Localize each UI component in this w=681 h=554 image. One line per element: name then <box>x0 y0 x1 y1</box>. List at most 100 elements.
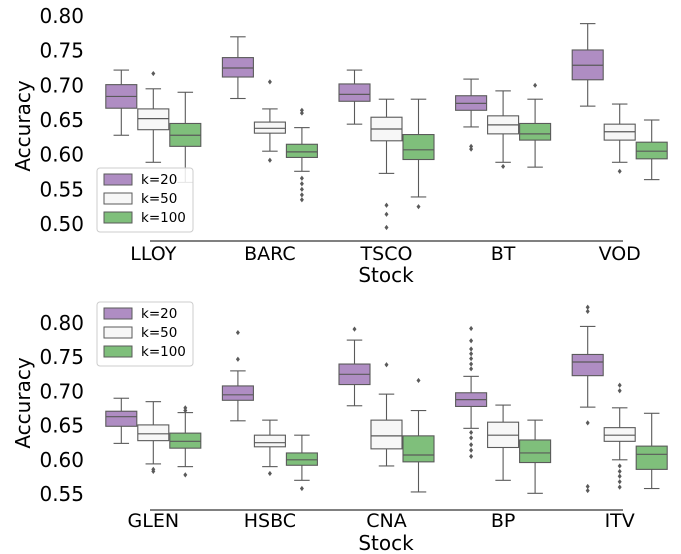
outlier-point <box>469 435 474 441</box>
outlier-point <box>617 479 622 485</box>
outlier-point <box>416 377 421 384</box>
box <box>519 439 552 464</box>
outlier-point <box>469 366 474 372</box>
legend-label: k=20 <box>141 306 177 322</box>
outlier-point <box>469 146 474 152</box>
box <box>253 434 286 448</box>
outlier-point <box>151 70 156 77</box>
box <box>253 121 286 134</box>
outlier-point <box>469 429 474 436</box>
box <box>635 141 668 160</box>
y-tick-label: 0.70 <box>39 379 84 403</box>
outlier-point <box>299 186 304 192</box>
x-tick-label: BARC <box>244 243 296 265</box>
outlier-point <box>469 346 474 352</box>
outlier-point <box>183 407 188 414</box>
x-tick-label: VOD <box>599 243 641 265</box>
x-tick-label: HSBC <box>244 510 296 532</box>
box <box>169 432 202 449</box>
accuracy-boxplot-bottom: Accuracy Stock 0.55 0.60 0.65 0.70 0.75 0.80 G… <box>11 301 668 554</box>
y-tick-label: 0.60 <box>39 448 84 472</box>
y-axis-label: Accuracy <box>11 357 35 448</box>
outlier-point <box>299 110 304 116</box>
outlier-point <box>299 192 304 198</box>
outlier-point <box>585 308 590 314</box>
y-tick-label: 0.65 <box>39 108 84 132</box>
legend-label: k=100 <box>141 210 186 226</box>
outlier-point <box>617 473 622 479</box>
y-tick-label: 0.50 <box>39 212 84 236</box>
outlier-point <box>183 405 188 411</box>
x-tick-label: BT <box>491 243 516 265</box>
outlier-point <box>469 338 474 344</box>
y-tick-label: 0.70 <box>39 73 84 97</box>
legend-swatch <box>103 345 133 358</box>
outlier-point <box>617 382 622 388</box>
outlier-point <box>267 157 272 163</box>
box <box>137 108 170 131</box>
y-tick-label: 0.75 <box>39 345 84 369</box>
box <box>338 83 371 102</box>
x-axis-label: Stock <box>358 531 414 554</box>
box <box>603 427 636 442</box>
outlier-point <box>384 202 389 208</box>
box <box>402 134 435 161</box>
legend-label: k=20 <box>141 172 177 188</box>
y-tick-label: 0.60 <box>39 143 84 167</box>
outlier-point <box>585 304 590 310</box>
legend: k=20 k=50 k=100 <box>96 167 194 233</box>
outlier-point <box>469 447 474 453</box>
x-tick-label: CNA <box>366 510 406 532</box>
outlier-point <box>352 326 357 332</box>
outlier-point <box>617 484 622 490</box>
y-tick-label: 0.80 <box>39 4 84 28</box>
x-axis-label: Stock <box>358 263 414 287</box>
y-tick-label: 0.65 <box>39 414 84 438</box>
outlier-point <box>469 355 474 362</box>
outlier-point <box>384 211 389 217</box>
legend-label: k=50 <box>141 325 177 341</box>
y-axis-label: Accuracy <box>11 80 35 171</box>
outlier-point <box>469 351 474 357</box>
legend: k=20 k=50 k=100 <box>96 301 194 367</box>
box <box>105 410 138 427</box>
y-tick-label: 0.55 <box>39 177 84 201</box>
outlier-point <box>151 468 156 475</box>
legend-swatch <box>103 192 133 205</box>
x-tick-label: GLEN <box>128 510 180 532</box>
outlier-point <box>469 143 474 149</box>
box <box>221 385 254 401</box>
outlier-point <box>267 470 272 477</box>
outlier-point <box>585 487 590 494</box>
box <box>635 445 668 470</box>
box <box>137 424 170 442</box>
outlier-point <box>299 485 304 492</box>
outlier-point <box>585 420 590 426</box>
outlier-point <box>235 329 240 336</box>
box <box>519 122 552 141</box>
legend-label: k=100 <box>141 344 186 360</box>
outlier-point <box>469 453 474 459</box>
outlier-point <box>299 197 304 203</box>
box <box>402 435 435 463</box>
box <box>221 57 254 78</box>
outlier-point <box>416 204 421 210</box>
outlier-point <box>235 356 240 362</box>
outlier-point <box>384 362 389 368</box>
outlier-point <box>469 442 474 448</box>
outlier-point <box>299 107 304 113</box>
outlier-point <box>469 325 474 332</box>
accuracy-boxplot-top: Accuracy Stock 0.50 0.55 0.60 0.65 0.70 0.75 0… <box>11 4 668 287</box>
outlier-point <box>617 388 622 394</box>
x-tick-label: LLOY <box>130 243 176 265</box>
legend-swatch <box>103 326 133 339</box>
x-tick-label: BP <box>491 510 516 532</box>
y-tick-label: 0.75 <box>39 39 84 63</box>
box <box>285 143 318 158</box>
outlier-point <box>617 463 622 469</box>
outlier-point <box>501 163 506 170</box>
x-tick-label: ITV <box>605 510 635 532</box>
outlier-point <box>617 468 622 475</box>
box <box>571 353 604 377</box>
